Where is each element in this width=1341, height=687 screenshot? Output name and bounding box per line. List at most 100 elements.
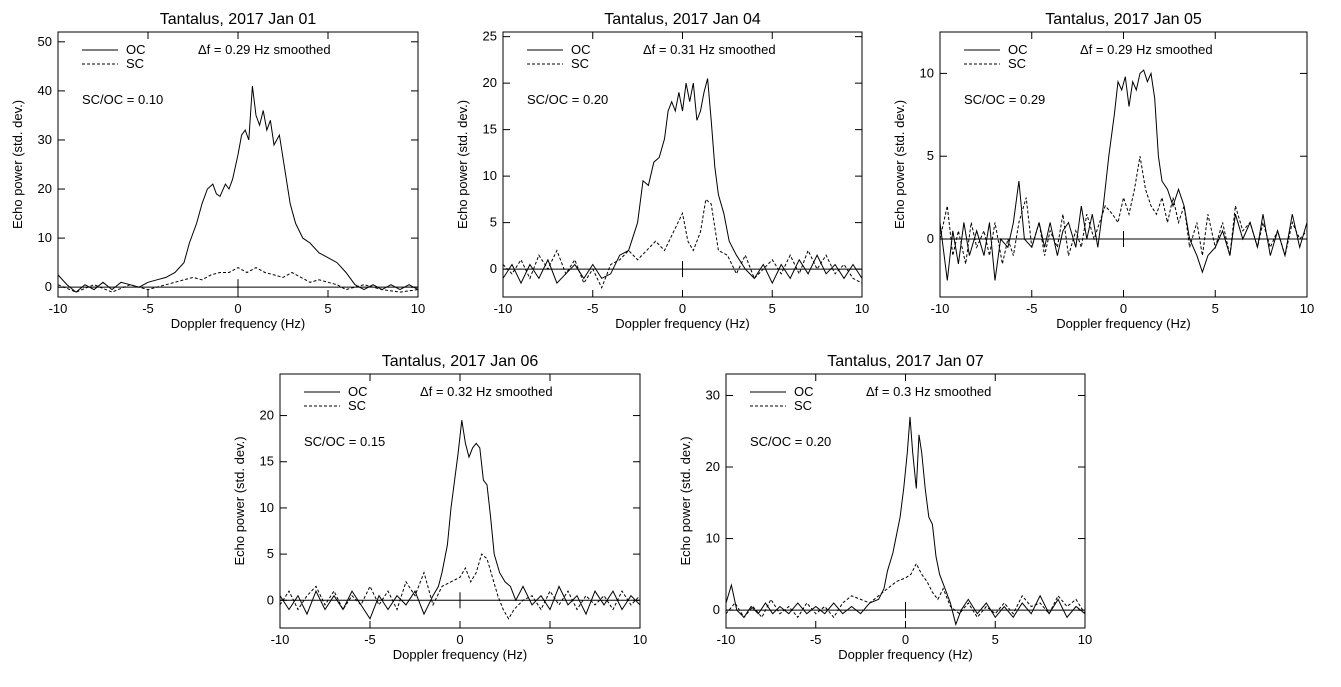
- y-tick-label: 15: [483, 122, 497, 137]
- x-tick-label: -10: [717, 632, 736, 647]
- x-tick-label: 5: [324, 301, 331, 316]
- series-oc-line: [502, 78, 863, 285]
- y-tick-label: 20: [260, 408, 274, 423]
- x-tick-label: 0: [1120, 301, 1127, 316]
- series-sc-line: [279, 553, 641, 620]
- legend-label-sc: SC: [126, 56, 144, 71]
- x-tick-label: 0: [456, 632, 463, 647]
- x-tick-label: 0: [902, 632, 909, 647]
- series-sc-line: [939, 156, 1308, 265]
- y-tick-label: 30: [38, 132, 52, 147]
- y-axis-label: Echo power (std. dev.): [10, 100, 25, 229]
- panel-5: Tantalus, 2017 Jan 07 -10 -5 0 5 10 0 10 20 30 Dop…: [678, 353, 1092, 662]
- y-tick-label: 10: [260, 500, 274, 515]
- y-tick-label: 30: [706, 387, 720, 402]
- y-tick-label: 40: [38, 83, 52, 98]
- x-tick-label: 5: [1212, 301, 1219, 316]
- legend-label-oc: OC: [348, 384, 368, 399]
- y-tick-label: 5: [490, 215, 497, 230]
- series-oc-line: [939, 69, 1308, 281]
- panel-1: Tantalus, 2017 Jan 01 -10 -5 0 5 10 0 10 20 30 40 5…: [10, 11, 425, 331]
- x-tick-label: -10: [931, 301, 950, 316]
- y-tick-label: 20: [38, 181, 52, 196]
- x-tick-label: 0: [234, 301, 241, 316]
- y-axis-label: Echo power (std. dev.): [678, 436, 693, 565]
- y-tick-label: 0: [490, 261, 497, 276]
- panel-title: Tantalus, 2017 Jan 06: [382, 353, 539, 370]
- x-axis-label: Doppler frequency (Hz): [1056, 316, 1190, 331]
- y-axis-label: Echo power (std. dev.): [455, 100, 470, 229]
- series-oc-line: [57, 85, 419, 293]
- series-oc-line: [279, 420, 641, 620]
- y-tick-label: 10: [920, 65, 934, 80]
- resolution-annotation: Δf = 0.31 Hz smoothed: [643, 42, 776, 57]
- y-tick-label: 25: [483, 29, 497, 44]
- panel-2: Tantalus, 2017 Jan 04 -10 -5 0 5 10 0 5 10 15 20 25…: [455, 11, 869, 331]
- y-tick-label: 0: [45, 279, 52, 294]
- plot-frame: [502, 31, 863, 298]
- x-tick-label: 10: [411, 301, 425, 316]
- panel-3: Tantalus, 2017 Jan 05 -10 -5 0 5 10 0 5 10 Dopple…: [892, 11, 1314, 331]
- x-tick-label: -10: [494, 301, 513, 316]
- x-tick-label: -10: [271, 632, 290, 647]
- y-tick-label: 5: [267, 546, 274, 561]
- legend-label-oc: OC: [571, 42, 591, 57]
- x-tick-label: 10: [1078, 632, 1092, 647]
- x-tick-label: -10: [49, 301, 68, 316]
- plot-frame: [939, 31, 1308, 298]
- x-tick-label: 5: [769, 301, 776, 316]
- panel-title: Tantalus, 2017 Jan 07: [827, 353, 984, 370]
- y-tick-label: 0: [267, 592, 274, 607]
- x-axis-label: Doppler frequency (Hz): [838, 647, 972, 662]
- legend-label-oc: OC: [1008, 42, 1028, 57]
- y-tick-label: 10: [706, 531, 720, 546]
- y-axis-label: Echo power (std. dev.): [232, 436, 247, 565]
- plot-frame: [279, 373, 641, 629]
- y-tick-label: 10: [38, 230, 52, 245]
- legend-label-sc: SC: [1008, 56, 1026, 71]
- y-tick-label: 15: [260, 454, 274, 469]
- legend-label-oc: OC: [126, 42, 146, 57]
- x-tick-label: -5: [587, 301, 599, 316]
- legend-label-sc: SC: [348, 398, 366, 413]
- plot-frame: [57, 31, 419, 298]
- resolution-annotation: Δf = 0.29 Hz smoothed: [198, 42, 331, 57]
- ratio-annotation: SC/OC = 0.20: [527, 92, 608, 107]
- resolution-annotation: Δf = 0.32 Hz smoothed: [420, 384, 553, 399]
- resolution-annotation: Δf = 0.29 Hz smoothed: [1080, 42, 1213, 57]
- x-tick-label: 5: [546, 632, 553, 647]
- series-sc-line: [725, 562, 1086, 619]
- panel-title: Tantalus, 2017 Jan 04: [604, 11, 761, 28]
- x-axis-label: Doppler frequency (Hz): [171, 316, 305, 331]
- resolution-annotation: Δf = 0.3 Hz smoothed: [866, 384, 991, 399]
- x-tick-label: 10: [633, 632, 647, 647]
- x-axis-label: Doppler frequency (Hz): [615, 316, 749, 331]
- panel-title: Tantalus, 2017 Jan 01: [160, 11, 317, 28]
- y-tick-label: 0: [927, 231, 934, 246]
- x-tick-label: 10: [1300, 301, 1314, 316]
- ratio-annotation: SC/OC = 0.20: [750, 434, 831, 449]
- y-tick-label: 0: [713, 602, 720, 617]
- x-tick-label: 5: [992, 632, 999, 647]
- legend-label-sc: SC: [571, 56, 589, 71]
- ratio-annotation: SC/OC = 0.10: [82, 92, 163, 107]
- y-tick-label: 10: [483, 168, 497, 183]
- y-tick-label: 5: [927, 148, 934, 163]
- panel-title: Tantalus, 2017 Jan 05: [1045, 11, 1202, 28]
- legend-label-oc: OC: [794, 384, 814, 399]
- panel-4: Tantalus, 2017 Jan 06 -10 -5 0 5 10 0 5 10 15 20 Do…: [232, 353, 647, 662]
- ratio-annotation: SC/OC = 0.15: [304, 434, 385, 449]
- legend-label-sc: SC: [794, 398, 812, 413]
- y-axis-label: Echo power (std. dev.): [892, 100, 907, 229]
- x-tick-label: -5: [810, 632, 822, 647]
- y-tick-label: 50: [38, 34, 52, 49]
- x-tick-label: 0: [679, 301, 686, 316]
- series-sc-line: [502, 198, 863, 289]
- x-tick-label: -5: [364, 632, 376, 647]
- x-tick-label: -5: [1026, 301, 1038, 316]
- series-sc-line: [57, 267, 419, 293]
- x-axis-label: Doppler frequency (Hz): [393, 647, 527, 662]
- plot-frame: [725, 373, 1086, 629]
- y-tick-label: 20: [706, 459, 720, 474]
